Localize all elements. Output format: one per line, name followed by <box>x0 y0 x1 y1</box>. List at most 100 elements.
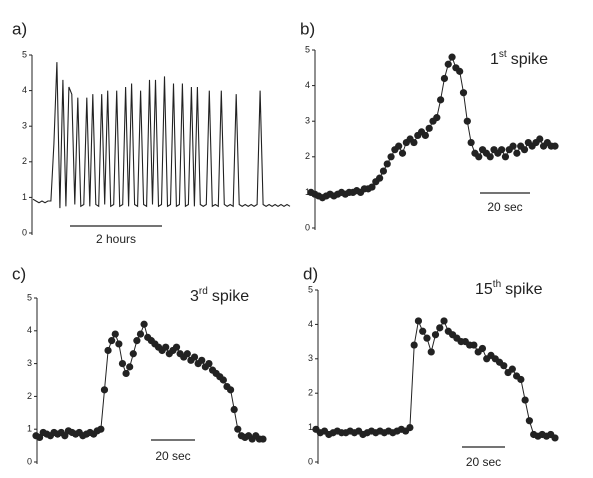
data-point <box>108 337 116 345</box>
data-point <box>368 183 376 191</box>
data-point <box>414 317 423 325</box>
annotation-text: spike <box>212 288 249 305</box>
annotation: 15th spike <box>475 279 543 299</box>
data-point <box>419 327 427 335</box>
data-point <box>470 341 478 349</box>
annotation-number: 3 <box>190 288 199 305</box>
y-tick-label: 4 <box>22 85 27 95</box>
annotation: 1st spike <box>490 49 548 69</box>
y-tick-label: 2 <box>27 391 32 401</box>
data-point <box>126 363 134 371</box>
y-tick-label: 3 <box>308 353 313 363</box>
annotation-text: spike <box>511 51 548 68</box>
data-point <box>111 330 119 338</box>
data-point <box>475 153 483 161</box>
data-point <box>383 160 391 168</box>
data-point <box>448 53 456 61</box>
trace <box>32 62 291 209</box>
data-point <box>501 153 510 161</box>
annotation-suffix: st <box>499 49 507 60</box>
data-point <box>198 356 206 364</box>
y-tick-label: 1 <box>22 192 27 202</box>
data-point <box>104 346 112 355</box>
data-point <box>376 174 384 182</box>
data-point <box>122 369 130 378</box>
data-point <box>219 376 227 384</box>
scale-bar-label: 2 hours <box>96 232 136 246</box>
data-point <box>410 138 418 147</box>
y-tick-label: 0 <box>27 456 32 466</box>
data-point <box>456 67 464 75</box>
data-point <box>509 142 517 150</box>
y-tick-label: 5 <box>305 44 310 54</box>
annotation-text: spike <box>505 281 542 298</box>
data-point <box>61 432 69 440</box>
data-point <box>234 425 242 433</box>
scale-bar-label: 20 sec <box>487 200 522 214</box>
data-point <box>379 167 388 175</box>
data-point <box>513 149 521 157</box>
data-point <box>140 320 148 328</box>
panel-label: c) <box>12 264 26 283</box>
scale-bar-label: 20 sec <box>155 449 190 463</box>
data-point <box>444 60 452 68</box>
data-point <box>459 89 468 97</box>
data-point <box>463 117 471 125</box>
y-tick-label: 1 <box>308 422 313 432</box>
y-tick-label: 5 <box>308 284 313 294</box>
y-tick-label: 3 <box>305 116 310 126</box>
data-point <box>440 74 449 83</box>
y-tick-label: 3 <box>27 358 32 368</box>
y-tick-label: 3 <box>22 121 27 131</box>
y-tick-label: 0 <box>308 456 313 466</box>
panel-label: a) <box>12 19 27 38</box>
y-tick-label: 1 <box>27 424 32 434</box>
y-tick-label: 2 <box>305 151 310 161</box>
data-point <box>162 343 170 351</box>
data-point <box>205 360 213 368</box>
annotation-number: 1 <box>490 51 499 68</box>
data-point <box>508 365 516 373</box>
data-point <box>226 386 235 394</box>
data-point <box>440 317 448 325</box>
data-point <box>525 417 533 425</box>
annotation: 3rd spike <box>190 286 249 306</box>
data-point <box>97 425 105 433</box>
data-point <box>431 331 440 339</box>
data-point <box>500 362 508 370</box>
data-point <box>423 334 431 342</box>
trace <box>310 55 555 199</box>
y-tick-label: 5 <box>22 49 27 59</box>
annotation-number: 15 <box>475 281 493 298</box>
data-point <box>478 344 487 353</box>
y-tick-label: 2 <box>22 156 27 166</box>
data-point <box>395 142 403 150</box>
data-point <box>520 146 529 154</box>
data-point <box>536 135 544 143</box>
y-tick-label: 4 <box>308 319 313 329</box>
y-tick-label: 5 <box>27 292 32 302</box>
data-point <box>230 405 238 414</box>
y-tick-label: 2 <box>308 388 313 398</box>
data-point <box>129 350 137 358</box>
data-point <box>467 138 475 147</box>
annotation-suffix: th <box>493 279 501 290</box>
data-point <box>486 153 494 161</box>
data-point <box>115 340 123 348</box>
data-point <box>427 348 435 356</box>
data-point <box>425 124 433 132</box>
data-point <box>551 434 559 442</box>
data-point <box>259 435 267 443</box>
data-point <box>521 396 529 404</box>
data-point <box>410 341 418 349</box>
data-point <box>406 424 414 432</box>
data-point <box>118 360 127 368</box>
data-point <box>421 131 429 140</box>
panel-label: b) <box>300 19 315 38</box>
data-point <box>437 96 445 104</box>
data-point <box>133 337 141 345</box>
data-point <box>517 375 525 384</box>
panel-label: d) <box>303 264 318 283</box>
data-point <box>551 142 559 150</box>
